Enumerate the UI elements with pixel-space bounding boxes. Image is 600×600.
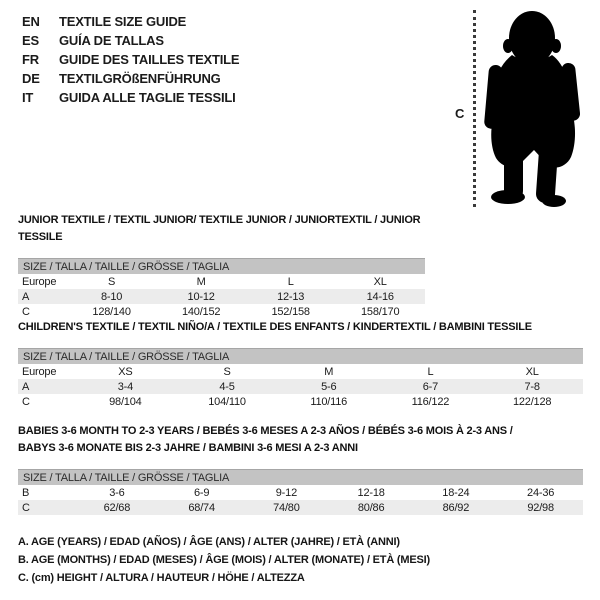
size-cell: 140/152 (181, 305, 221, 318)
size-cell: M (196, 275, 206, 288)
row-label: C (22, 305, 30, 318)
junior-table-title: JUNIOR TEXTILE / TEXTIL JUNIOR/ TEXTILE … (18, 214, 421, 243)
language-label: TEXTILGRÖßENFÜHRUNG (59, 71, 221, 86)
size-cell: 10-12 (187, 290, 215, 303)
size-cell: 116/122 (411, 395, 450, 408)
language-code: DE (22, 71, 40, 86)
children-table-title: CHILDREN'S TEXTILE / TEXTIL NIÑO/A / TEX… (18, 321, 532, 333)
language-label: GUIDA ALLE TAGLIE TESSILI (59, 90, 236, 105)
footnote-age-years: A. AGE (YEARS) / EDAD (AÑOS) / ÂGE (ANS)… (18, 536, 400, 548)
size-cell: 24-36 (527, 486, 555, 499)
size-cell: 8-10 (100, 290, 123, 303)
size-header-bar: SIZE / TALLA / TAILLE / GRÖSSE / TAGLIA (18, 258, 425, 274)
size-cell: 9-12 (275, 486, 297, 499)
row-label: B (22, 486, 30, 499)
footnote-age-months: B. AGE (MONTHS) / EDAD (MESES) / ÂGE (MO… (18, 554, 430, 566)
height-measure-label: C (455, 106, 465, 121)
height-dotted-line (473, 10, 476, 207)
size-cell: M (324, 365, 334, 378)
table-row-height: C 98/104 104/110 110/116 116/122 122/128 (18, 394, 583, 409)
size-cell: XS (118, 365, 133, 378)
section-junior-textile: JUNIOR TEXTILE / TEXTIL JUNIOR/ TEXTILE … (18, 212, 425, 319)
language-row-es: ES GUÍA DE TALLAS (22, 31, 239, 50)
table-row-height: C 62/68 68/74 74/80 80/86 86/92 92/98 (18, 500, 583, 515)
size-cell: S (108, 275, 116, 288)
size-cell: 3-4 (117, 380, 134, 393)
table-row-age: A 3-4 4-5 5-6 6-7 7-8 (18, 379, 583, 394)
baby-silhouette-icon (484, 11, 581, 207)
table-row-age: A 8-10 10-12 12-13 14-16 (18, 289, 425, 304)
children-size-table: Europe XS S M L XL A 3-4 4-5 5-6 6-7 7-8… (18, 364, 583, 409)
size-cell: 68/74 (188, 501, 215, 514)
size-cell: 86/92 (442, 501, 470, 514)
size-cell: 152/158 (271, 305, 310, 318)
size-cell: 98/104 (109, 395, 142, 408)
size-cell: 12-13 (277, 290, 305, 303)
size-cell: 158/170 (361, 305, 400, 318)
size-cell: 62/68 (103, 501, 131, 514)
size-cell: 80/86 (357, 501, 385, 514)
babies-table-title: BABIES 3-6 MONTH TO 2-3 YEARS / BEBÉS 3-… (18, 425, 513, 454)
size-cell: L (287, 275, 294, 288)
language-list: EN TEXTILE SIZE GUIDE ES GUÍA DE TALLAS … (22, 12, 240, 107)
size-cell: 122/128 (512, 395, 552, 408)
table-row-height: C 128/140 140/152 152/158 158/170 (18, 304, 425, 319)
size-cell: 110/116 (310, 395, 348, 408)
language-row-fr: FR GUIDE DES TAILLES TEXTILE (22, 50, 240, 69)
language-code: ES (22, 33, 39, 48)
footnote-height-cm: C. (cm) HEIGHT / ALTURA / HAUTEUR / HÖHE… (18, 572, 305, 584)
size-cell: 14-16 (366, 290, 394, 303)
junior-size-table: Europe S M L XL A 8-10 10-12 12-13 14-16… (18, 274, 425, 319)
language-label: GUIDE DES TAILLES TEXTILE (59, 52, 240, 67)
section-babies-textile: BABIES 3-6 MONTH TO 2-3 YEARS / BEBÉS 3-… (18, 423, 583, 515)
row-label: Europe (22, 275, 57, 288)
row-label: C (22, 395, 30, 408)
section-children-textile: CHILDREN'S TEXTILE / TEXTIL NIÑO/A / TEX… (18, 319, 583, 409)
row-label: A (22, 380, 30, 393)
babies-size-table: B 3-6 6-9 9-12 12-18 18-24 24-36 C 62/68… (18, 485, 583, 515)
language-row-de: DE TEXTILGRÖßENFÜHRUNG (22, 69, 239, 88)
size-cell: 104/110 (208, 395, 246, 408)
size-cell: 3-6 (109, 486, 125, 499)
size-cell: 4-5 (219, 380, 235, 393)
size-cell: S (223, 365, 231, 378)
footnotes: A. AGE (YEARS) / EDAD (AÑOS) / ÂGE (ANS)… (18, 533, 430, 587)
size-cell: 6-9 (193, 486, 210, 499)
row-label: A (22, 290, 30, 303)
size-cell: XL (525, 365, 539, 378)
language-row-en: EN TEXTILE SIZE GUIDE (22, 12, 239, 31)
size-cell: L (427, 365, 434, 378)
table-row-europe: Europe S M L XL (18, 274, 425, 289)
language-code: EN (22, 14, 40, 29)
size-header-bar: SIZE / TALLA / TAILLE / GRÖSSE / TAGLIA (18, 348, 583, 364)
row-label: C (22, 501, 30, 514)
size-cell: 74/80 (273, 501, 300, 514)
row-label: Europe (22, 365, 57, 378)
language-code: FR (22, 52, 39, 67)
language-code: IT (22, 90, 34, 105)
language-label: TEXTILE SIZE GUIDE (59, 14, 187, 29)
baby-figure: C (440, 0, 600, 215)
size-header-bar: SIZE / TALLA / TAILLE / GRÖSSE / TAGLIA (18, 469, 583, 485)
table-row-age-months: B 3-6 6-9 9-12 12-18 18-24 24-36 (18, 485, 583, 500)
table-row-europe: Europe XS S M L XL (18, 364, 583, 379)
size-cell: 6-7 (422, 380, 439, 393)
size-cell: 128/140 (92, 305, 131, 318)
size-cell: 92/98 (527, 501, 554, 514)
size-cell: 18-24 (442, 486, 470, 499)
language-label: GUÍA DE TALLAS (59, 33, 164, 48)
size-cell: 5-6 (321, 380, 337, 393)
size-cell: XL (373, 275, 387, 288)
size-cell: 7-8 (524, 380, 540, 393)
language-row-it: IT GUIDA ALLE TAGLIE TESSILI (22, 88, 239, 107)
size-cell: 12-18 (357, 486, 385, 499)
